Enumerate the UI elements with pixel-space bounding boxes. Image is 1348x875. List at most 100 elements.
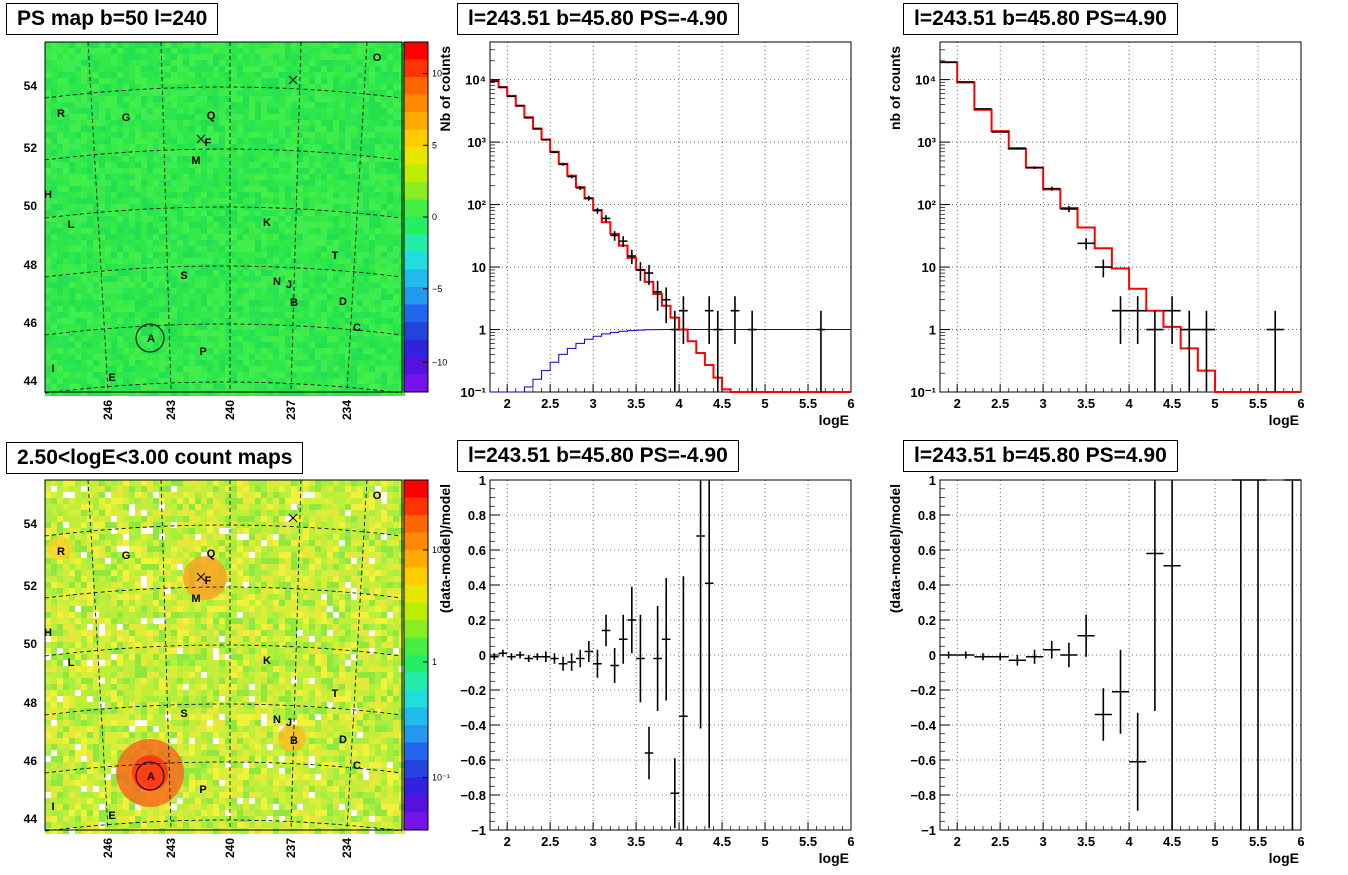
map-cell — [309, 102, 315, 108]
map-cell — [273, 492, 279, 498]
map-cell — [345, 240, 351, 246]
map-cell — [117, 132, 123, 138]
map-cell — [75, 546, 81, 552]
map-cell — [351, 252, 357, 258]
map-cell — [351, 114, 357, 120]
map-cell — [165, 102, 171, 108]
map-cell — [309, 222, 315, 228]
map-cell — [327, 156, 333, 162]
map-cell — [75, 534, 81, 540]
map-cell — [237, 144, 243, 150]
source-label: F — [205, 137, 212, 149]
map-cell — [237, 522, 243, 528]
map-cell — [375, 312, 381, 318]
map-cell — [267, 372, 273, 378]
map-cell — [177, 276, 183, 282]
map-cell — [177, 60, 183, 66]
map-cell — [69, 132, 75, 138]
map-cell — [63, 564, 69, 570]
map-cell — [87, 270, 93, 276]
map-cell — [105, 168, 111, 174]
map-cell — [345, 612, 351, 618]
map-cell — [333, 324, 339, 330]
map-cell — [339, 492, 345, 498]
map-cell — [393, 168, 399, 174]
map-cell — [237, 48, 243, 54]
map-cell — [321, 540, 327, 546]
map-cell — [45, 306, 51, 312]
map-cell — [291, 162, 297, 168]
map-cell — [123, 528, 129, 534]
map-cell — [231, 210, 237, 216]
map-cell — [393, 534, 399, 540]
map-cell — [333, 588, 339, 594]
map-cell — [87, 570, 93, 576]
map-cell — [213, 144, 219, 150]
map-cell — [45, 72, 51, 78]
map-cell — [207, 132, 213, 138]
map-cell — [141, 378, 147, 384]
map-cell — [213, 246, 219, 252]
map-cell — [189, 354, 195, 360]
map-cell — [195, 114, 201, 120]
map-cell — [273, 564, 279, 570]
map-cell — [213, 288, 219, 294]
map-cell — [333, 564, 339, 570]
map-cell — [57, 132, 63, 138]
map-cell — [393, 102, 399, 108]
map-cell — [381, 354, 387, 360]
map-cell — [291, 324, 297, 330]
map-cell — [351, 192, 357, 198]
map-cell — [267, 378, 273, 384]
map-cell — [195, 522, 201, 528]
map-cell — [195, 60, 201, 66]
map-cell — [243, 90, 249, 96]
map-cell — [111, 336, 117, 342]
map-cell — [207, 276, 213, 282]
map-cell — [309, 300, 315, 306]
map-cell — [363, 324, 369, 330]
map-cell — [135, 198, 141, 204]
map-cell — [363, 588, 369, 594]
map-cell — [285, 300, 291, 306]
map-cell — [69, 480, 75, 486]
map-cell — [339, 564, 345, 570]
map-cell — [279, 534, 285, 540]
map-cell — [117, 372, 123, 378]
map-cell — [321, 582, 327, 588]
map-cell — [225, 48, 231, 54]
map-cell — [267, 306, 273, 312]
map-cell — [219, 90, 225, 96]
map-cell — [291, 84, 297, 90]
map-cell — [213, 498, 219, 504]
map-cell — [93, 324, 99, 330]
map-cell — [45, 318, 51, 324]
map-cell — [219, 360, 225, 366]
map-cell — [327, 522, 333, 528]
map-cell — [327, 552, 333, 558]
map-cell — [393, 276, 399, 282]
map-cell — [345, 576, 351, 582]
map-cell — [129, 294, 135, 300]
map-cell — [195, 600, 201, 606]
map-cell — [339, 60, 345, 66]
map-cell — [183, 258, 189, 264]
map-cell — [291, 354, 297, 360]
map-cell — [333, 312, 339, 318]
map-cell — [387, 192, 393, 198]
map-cell — [129, 234, 135, 240]
map-cell — [177, 498, 183, 504]
map-cell — [231, 384, 237, 390]
map-cell — [279, 600, 285, 606]
map-cell — [315, 300, 321, 306]
map-cell — [273, 504, 279, 510]
map-cell — [45, 240, 51, 246]
map-cell — [249, 108, 255, 114]
map-cell — [285, 132, 291, 138]
map-cell — [165, 276, 171, 282]
map-cell — [45, 600, 51, 606]
map-cell — [171, 612, 177, 618]
map-cell — [159, 252, 165, 258]
map-cell — [183, 336, 189, 342]
map-cell — [309, 48, 315, 54]
